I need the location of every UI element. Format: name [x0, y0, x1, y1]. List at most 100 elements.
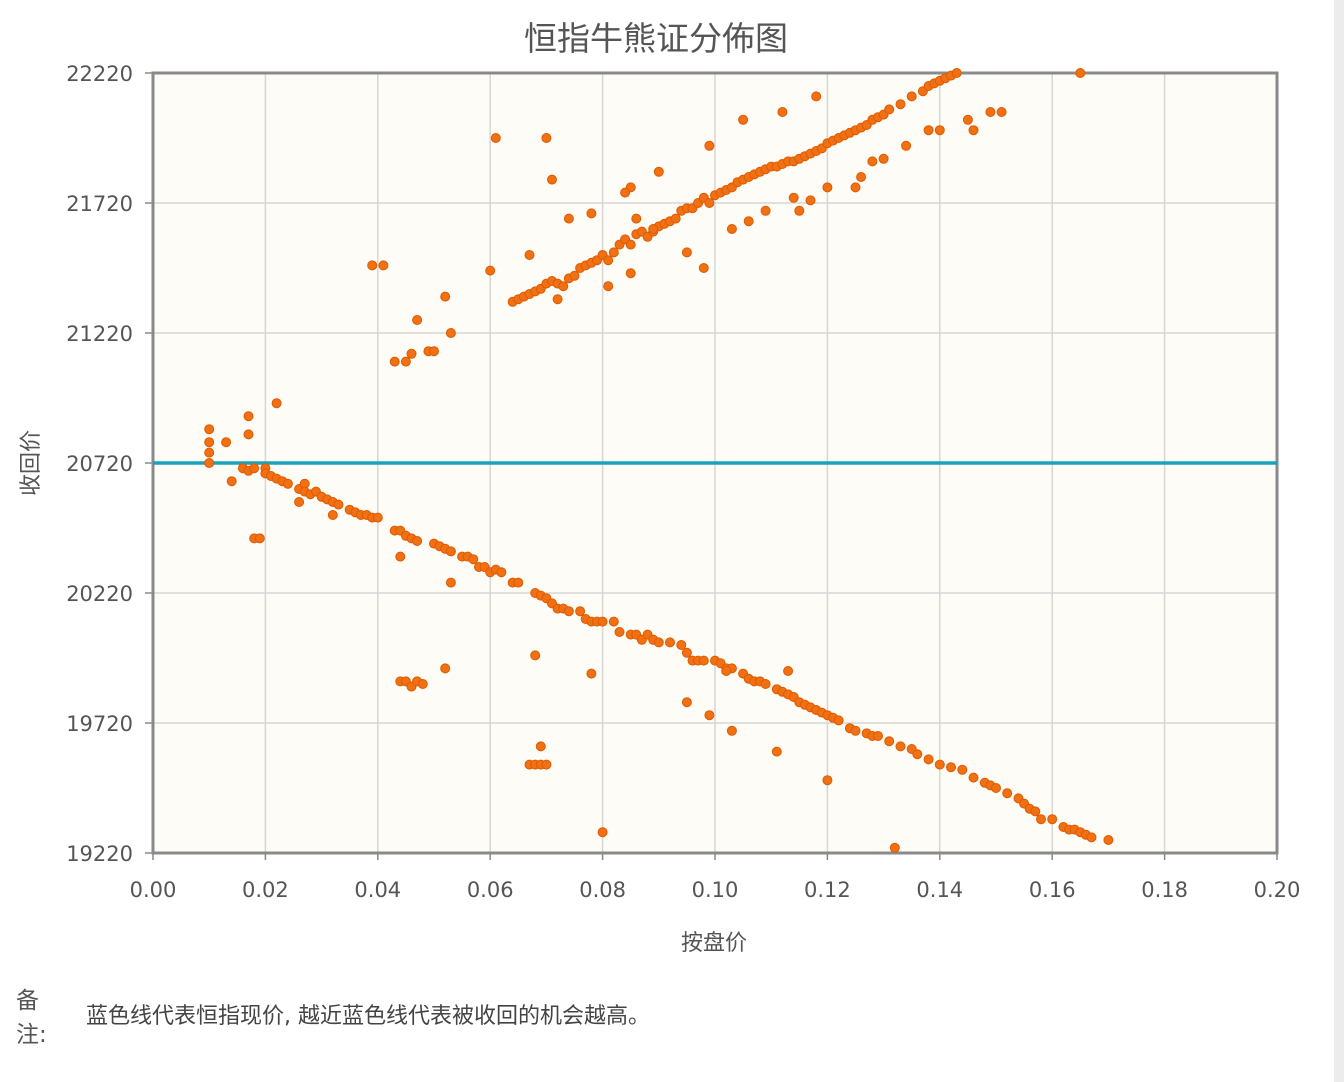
scatter-chart: 恒指牛熊证分佈图 0.00 0.02 0.04 0.06 0.08 0.10 0.12 0.1… — [19, 19, 1301, 956]
data-point — [597, 616, 608, 627]
data-point — [445, 577, 456, 588]
data-point — [822, 775, 833, 786]
data-point — [468, 554, 479, 565]
data-point — [327, 510, 338, 520]
data-point — [901, 140, 912, 151]
data-point — [934, 125, 945, 136]
data-point — [541, 759, 552, 770]
chart-svg: 恒指牛熊证分佈图 0.00 0.02 0.04 0.06 0.08 0.10 0.12 0.1… — [19, 19, 1301, 956]
note-label: 备注: — [16, 988, 47, 1048]
data-point — [372, 512, 383, 523]
data-point — [698, 263, 709, 273]
data-point — [490, 133, 501, 143]
data-point — [923, 754, 934, 765]
data-point — [597, 827, 608, 838]
data-point — [957, 764, 968, 775]
data-point — [850, 725, 861, 736]
data-point — [721, 666, 732, 676]
data-point — [811, 91, 822, 102]
data-point — [204, 437, 215, 448]
data-point — [805, 195, 816, 206]
y-tick-label: 19220 — [66, 842, 133, 866]
y-axis-label: 收回价 — [19, 430, 44, 496]
data-point — [395, 551, 406, 562]
data-point — [204, 458, 215, 468]
data-point — [743, 216, 754, 227]
x-tick-label: 0.10 — [692, 878, 739, 902]
window-edge — [1334, 0, 1344, 1082]
data-point — [513, 577, 524, 588]
data-point — [670, 213, 681, 224]
data-point — [271, 398, 282, 409]
data-point — [440, 663, 451, 674]
data-point — [608, 247, 619, 258]
data-point — [535, 741, 546, 752]
data-point — [1103, 835, 1114, 845]
data-point — [603, 281, 614, 292]
x-tick-label: 0.20 — [1254, 878, 1301, 902]
y-tick-label: 21720 — [66, 192, 133, 216]
data-point — [400, 356, 411, 367]
data-point — [608, 616, 619, 627]
data-point — [586, 208, 597, 219]
x-tick-label: 0.12 — [804, 878, 851, 902]
data-point — [558, 281, 569, 292]
data-point — [254, 533, 265, 544]
data-point — [653, 166, 664, 177]
data-point — [698, 655, 709, 666]
data-point — [389, 356, 400, 367]
data-point — [951, 68, 962, 78]
data-point — [771, 746, 782, 757]
data-point — [867, 156, 878, 167]
data-point — [783, 666, 794, 676]
data-point — [934, 759, 945, 770]
data-point — [440, 291, 451, 302]
x-tick-label: 0.14 — [916, 878, 963, 902]
note-text: 蓝色线代表恒指现价, 越近蓝色线代表被收回的机会越高。 — [86, 1004, 650, 1029]
data-point — [575, 606, 586, 617]
data-point — [204, 447, 215, 458]
data-point — [946, 762, 956, 773]
data-point — [485, 265, 496, 276]
data-point — [704, 198, 715, 208]
data-point — [906, 91, 917, 102]
data-point — [681, 247, 692, 258]
data-point — [406, 348, 417, 359]
data-point — [282, 478, 293, 489]
data-point — [243, 411, 254, 422]
data-point — [788, 192, 799, 203]
data-point — [631, 213, 642, 224]
data-point — [856, 172, 867, 182]
data-point — [530, 650, 541, 661]
data-point — [850, 182, 861, 193]
data-point — [429, 346, 439, 357]
data-point — [378, 260, 389, 271]
data-point — [738, 114, 749, 125]
data-point — [204, 424, 215, 435]
data-point — [412, 315, 423, 325]
data-point — [547, 174, 557, 185]
data-point — [878, 153, 889, 164]
data-point — [524, 250, 535, 260]
data-point — [620, 187, 631, 198]
data-point — [895, 741, 906, 752]
x-tick-label: 0.06 — [467, 878, 514, 902]
data-point — [333, 499, 344, 510]
data-point — [794, 205, 805, 216]
y-tick-label: 20720 — [66, 452, 133, 476]
data-point — [1047, 814, 1058, 825]
data-point — [985, 107, 996, 117]
data-point — [563, 213, 574, 224]
data-point — [760, 679, 771, 689]
data-point — [445, 328, 456, 338]
data-point — [822, 182, 833, 193]
data-point — [603, 255, 614, 266]
y-tick-label: 19720 — [66, 712, 133, 736]
data-point — [625, 268, 636, 279]
x-tick-label: 0.04 — [354, 878, 401, 902]
data-point — [1030, 806, 1041, 817]
data-point — [412, 536, 423, 546]
data-point — [1036, 814, 1046, 825]
data-point — [895, 99, 906, 110]
data-point — [996, 107, 1007, 117]
